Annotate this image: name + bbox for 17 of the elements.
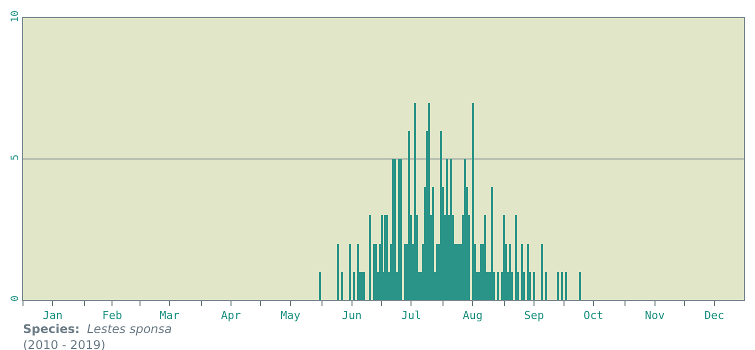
x-tick-label: Jun [342,309,362,322]
text: Lestes sponsa [87,322,172,336]
x-tick-label: Oct [584,309,604,322]
x-tick-label: Dec [704,309,724,322]
x-tick-label: Sep [524,309,544,322]
x-tick-label: Jul [401,309,422,322]
text: Species: [23,322,80,336]
x-tick-label: Feb [102,309,122,322]
x-tick-label: Jan [42,309,63,322]
x-tick-label: Aug [462,309,483,322]
y-tick-label: 0 [10,295,21,302]
x-tick-label: Mar [160,309,180,322]
x-tick-label: May [280,309,301,322]
y-tick-label: 10 [10,10,21,23]
x-tick-label: Nov [644,309,666,322]
x-tick-label: Apr [221,309,242,322]
y-tick-label: 5 [10,154,21,161]
